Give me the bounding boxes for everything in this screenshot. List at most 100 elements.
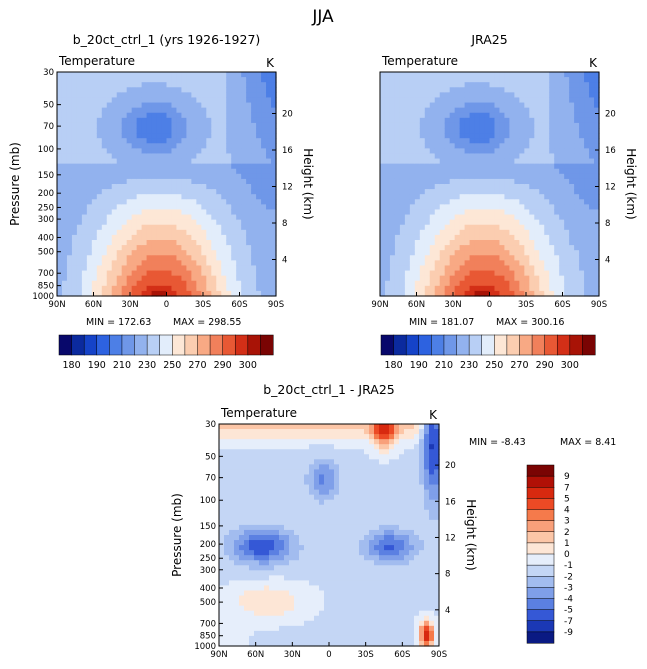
contour-cell	[249, 464, 255, 471]
contour-cell	[474, 224, 481, 231]
contour-cell	[574, 138, 580, 144]
contour-cell	[494, 82, 501, 88]
contour-cell	[96, 107, 103, 114]
contour-cell	[246, 163, 252, 170]
contour-cell	[529, 280, 535, 287]
contour-cell	[269, 585, 275, 592]
contour-cell	[234, 635, 240, 642]
contour-cell	[191, 275, 197, 282]
contour-cell	[81, 229, 88, 236]
colorbar-swatch	[481, 334, 495, 356]
contour-cell	[201, 148, 207, 155]
contour-cell	[499, 148, 506, 155]
contour-cell	[394, 285, 401, 292]
contour-cell	[251, 224, 257, 231]
contour-cell	[449, 255, 456, 261]
contour-cell	[259, 519, 265, 526]
contour-cell	[166, 255, 173, 261]
contour-cell	[219, 610, 225, 617]
contour-cell	[554, 280, 560, 287]
contour-cell	[271, 82, 277, 88]
contour-cell	[454, 229, 461, 236]
contour-cell	[554, 153, 560, 160]
contour-cell	[534, 117, 540, 124]
contour-cell	[216, 122, 222, 129]
contour-cell	[76, 224, 83, 231]
contour-cell	[261, 209, 267, 216]
contour-cell	[146, 178, 153, 185]
contour-cell	[241, 209, 247, 216]
contour-cell	[394, 240, 401, 246]
contour-cell	[514, 153, 520, 160]
contour-cell	[484, 112, 491, 119]
contour-cell	[269, 555, 275, 561]
contour-cell	[529, 77, 535, 83]
contour-cell	[544, 128, 550, 134]
contour-cell	[559, 275, 565, 282]
contour-cell	[549, 184, 555, 190]
contour-cell	[289, 620, 295, 627]
contour-cell	[256, 285, 262, 292]
contour-cell	[81, 97, 88, 104]
contour-cell	[544, 107, 550, 114]
contour-cell	[380, 148, 386, 155]
contour-cell	[584, 122, 590, 129]
contour-cell	[549, 189, 555, 195]
contour-cell	[186, 189, 192, 195]
contour-cell	[454, 250, 461, 256]
contour-cell	[564, 224, 570, 231]
contour-cell	[419, 128, 426, 134]
contour-cell	[479, 168, 486, 175]
contour-cell	[66, 87, 73, 93]
contour-cell	[76, 290, 83, 297]
contour-cell	[459, 97, 466, 104]
contour-cell	[564, 107, 570, 114]
contour-cell	[304, 545, 310, 551]
contour-cell	[464, 275, 471, 282]
contour-cell	[171, 194, 178, 200]
contour-cell	[196, 219, 202, 226]
contour-cell	[176, 204, 183, 211]
contour-cell	[226, 285, 232, 292]
contour-cell	[469, 250, 476, 256]
contour-cell	[289, 545, 295, 551]
contour-cell	[96, 138, 103, 144]
contour-cell	[394, 178, 401, 185]
contour-cell	[151, 194, 158, 200]
contour-cell	[489, 275, 496, 282]
contour-cell	[279, 580, 285, 587]
contour-cell	[261, 92, 267, 99]
contour-cell	[589, 122, 595, 129]
contour-cell	[186, 285, 192, 292]
contour-cell	[251, 280, 257, 287]
contour-cell	[221, 214, 227, 221]
contour-cell	[249, 454, 255, 460]
contour-cell	[241, 240, 247, 246]
contour-cell	[151, 224, 158, 231]
contour-cell	[229, 479, 235, 486]
contour-cell	[589, 138, 595, 144]
contour-cell	[166, 148, 173, 155]
contour-cell	[524, 138, 530, 144]
contour-cell	[459, 158, 466, 165]
contour-cell	[574, 260, 580, 267]
contour-cell	[489, 260, 496, 267]
contour-cell	[156, 72, 163, 78]
contour-cell	[464, 199, 471, 205]
contour-cell	[439, 240, 446, 246]
contour-cell	[444, 184, 451, 190]
contour-cell	[151, 153, 158, 160]
contour-cell	[579, 168, 585, 175]
contour-cell	[244, 540, 250, 546]
contour-cell	[299, 615, 305, 622]
contour-cell	[66, 77, 73, 83]
contour-cell	[121, 107, 128, 114]
contour-cell	[414, 184, 421, 190]
contour-cell	[131, 117, 138, 124]
contour-cell	[251, 148, 257, 155]
contour-cell	[236, 214, 242, 221]
contour-cell	[219, 449, 225, 455]
contour-cell	[449, 72, 456, 78]
contour-cell	[529, 255, 535, 261]
contour-cell	[479, 107, 486, 114]
